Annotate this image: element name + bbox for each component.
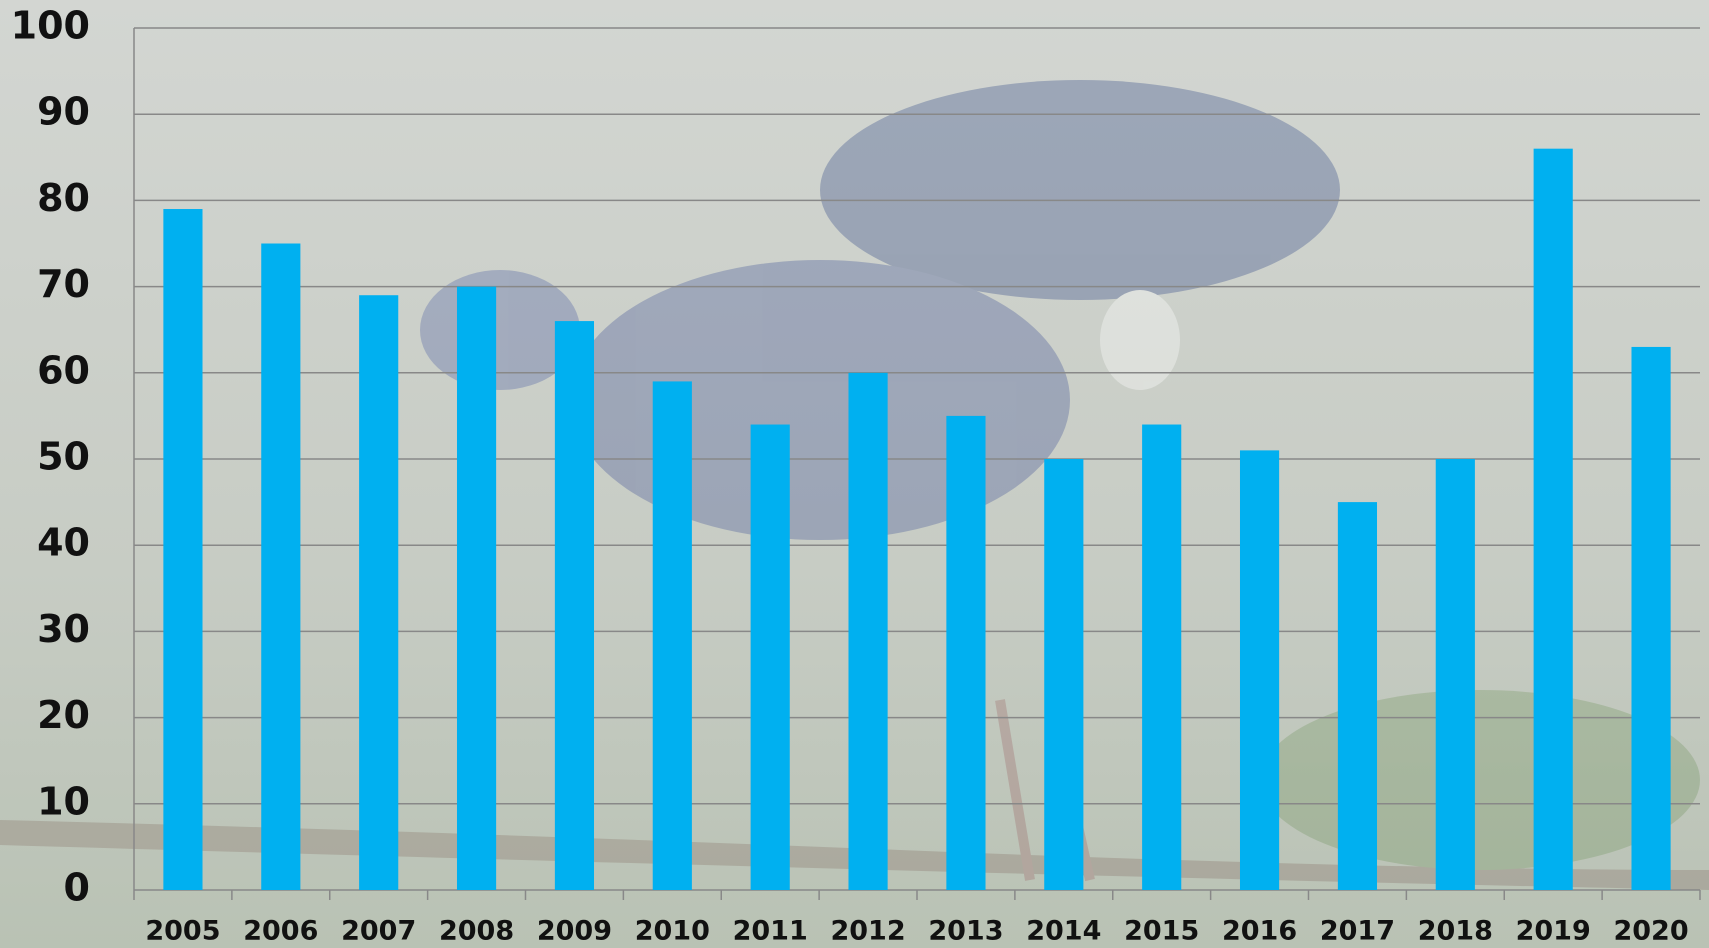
bar: [1142, 424, 1182, 890]
x-tick-label: 2015: [1124, 916, 1199, 947]
y-tick-label: 20: [37, 693, 90, 737]
bar: [359, 295, 399, 891]
x-tick-label: 2007: [341, 916, 416, 947]
y-tick-label: 70: [37, 262, 90, 306]
x-tick-label: 2010: [635, 916, 710, 947]
bar: [1239, 450, 1280, 890]
y-tick-label: 50: [37, 435, 90, 479]
y-tick-label: 30: [37, 607, 90, 651]
x-tick-label: 2011: [733, 916, 808, 947]
x-tick-label: 2009: [537, 916, 612, 947]
y-tick-label: 100: [11, 4, 90, 48]
x-tick-label: 2020: [1613, 916, 1688, 947]
bar: [946, 415, 986, 890]
x-tick-label: 2008: [439, 916, 514, 947]
bar: [652, 381, 692, 890]
x-tick-label: 2013: [928, 916, 1003, 947]
x-tick-label: 2005: [145, 916, 220, 947]
bar: [1631, 346, 1671, 890]
y-tick-label: 10: [37, 779, 90, 823]
y-tick-label: 40: [37, 521, 90, 565]
bar: [848, 372, 888, 890]
y-tick-label: 80: [37, 176, 90, 220]
x-tick-label: 2014: [1026, 916, 1101, 947]
bar: [1533, 148, 1573, 890]
x-tick-label: 2017: [1320, 916, 1395, 947]
bar: [1044, 459, 1084, 890]
x-tick-label: 2019: [1516, 916, 1591, 947]
bar: [456, 286, 497, 891]
bar: [1435, 459, 1475, 890]
x-tick-label: 2012: [830, 916, 905, 947]
x-tick-label: 2018: [1418, 916, 1493, 947]
x-tick-label: 2006: [243, 916, 318, 947]
y-tick-label: 90: [37, 90, 90, 134]
x-tick-label: 2016: [1222, 916, 1297, 947]
bar: [261, 243, 301, 890]
bar: [163, 209, 203, 890]
bar: [1337, 502, 1378, 890]
bar: [554, 321, 595, 891]
bar: [750, 424, 790, 890]
y-tick-label: 0: [64, 866, 90, 910]
y-tick-label: 60: [37, 348, 90, 392]
